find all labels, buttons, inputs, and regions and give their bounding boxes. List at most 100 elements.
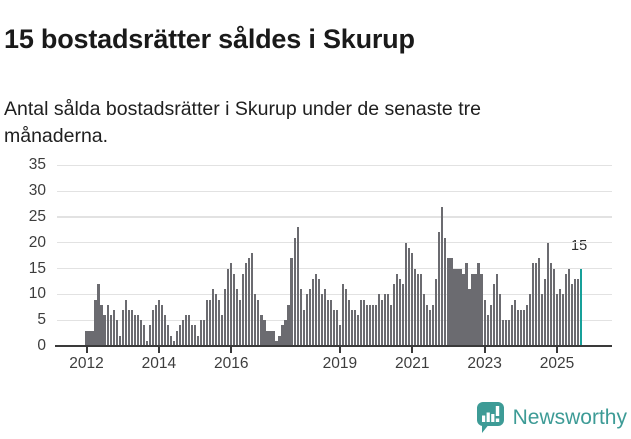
bar [100,304,103,346]
bar [513,299,516,346]
bar [320,294,323,346]
bar [317,278,320,346]
bar [284,320,287,346]
bar [335,309,338,346]
bar [447,258,450,346]
bar [546,242,550,346]
bar [377,294,381,346]
bar [175,330,179,346]
bar [577,278,580,346]
bar [163,315,166,346]
bar [368,304,372,346]
bar [227,268,230,346]
bar [387,294,390,346]
bar [212,289,215,346]
bar [311,278,314,346]
bar [356,315,360,346]
x-axis-label: 2016 [214,355,249,372]
bar [308,289,311,346]
bar [287,304,290,346]
bar [477,263,480,346]
bar [121,309,124,346]
bar [561,294,565,346]
bar [172,340,176,346]
bar [374,304,378,346]
bar [151,309,154,346]
bar [329,299,332,346]
bar [230,263,233,346]
bar [109,315,112,346]
bar [323,289,326,346]
bar [178,325,182,346]
bar [209,299,212,346]
bar [405,242,408,346]
bar [190,325,194,346]
x-axis-label: 2012 [69,355,104,372]
bar [543,278,547,346]
x-axis-tick [483,347,486,354]
bar [257,299,260,346]
bar [350,309,353,346]
bar [184,315,188,346]
bar [281,325,284,346]
bar [498,294,501,346]
bar [347,299,350,346]
newsworthy-logo: Newsworthy [476,401,627,434]
bar [254,294,257,346]
bar [552,268,556,346]
gridline [57,293,612,296]
bar [522,309,525,346]
bar [471,273,474,346]
y-axis-label: 35 [28,156,46,174]
bar [474,273,477,346]
bar [118,335,121,346]
y-axis-label: 25 [28,208,46,225]
bar [293,237,296,346]
x-axis-tick [338,347,341,354]
bar [139,320,142,346]
bar [94,299,97,346]
bar [450,258,453,346]
bar [525,304,528,346]
bar [390,304,393,346]
bar [399,278,402,346]
page-title: 15 bostadsrätter såldes i Skurup [4,24,415,55]
bar [203,320,206,346]
bar [459,268,462,346]
bar [456,268,459,346]
bar [299,289,302,346]
bar [278,335,281,346]
y-axis-label: 30 [28,182,46,200]
bar [492,284,495,346]
bar [239,299,242,346]
y-axis-label: 20 [28,233,46,251]
bar [275,340,278,346]
bar [371,304,375,346]
bar [510,304,513,346]
bar [528,294,531,346]
gridline [57,216,612,218]
last-value-label: 15 [571,238,588,254]
bar [534,263,537,346]
bar [414,268,417,346]
bar [344,289,347,346]
bar [423,294,426,346]
bar [142,325,145,346]
bar [166,325,170,346]
bar [555,294,559,346]
bar [290,258,293,346]
bar [302,309,305,346]
bar [438,232,441,346]
bar [537,258,540,346]
bar [157,299,160,346]
gridline [57,164,612,167]
bar [148,325,151,346]
bar [441,206,444,346]
bar [573,278,577,346]
bar-chart-speech-bubble-icon [476,402,504,433]
x-axis-tick [230,347,233,354]
bar [353,309,356,346]
bar [296,227,299,346]
bar [495,273,498,346]
